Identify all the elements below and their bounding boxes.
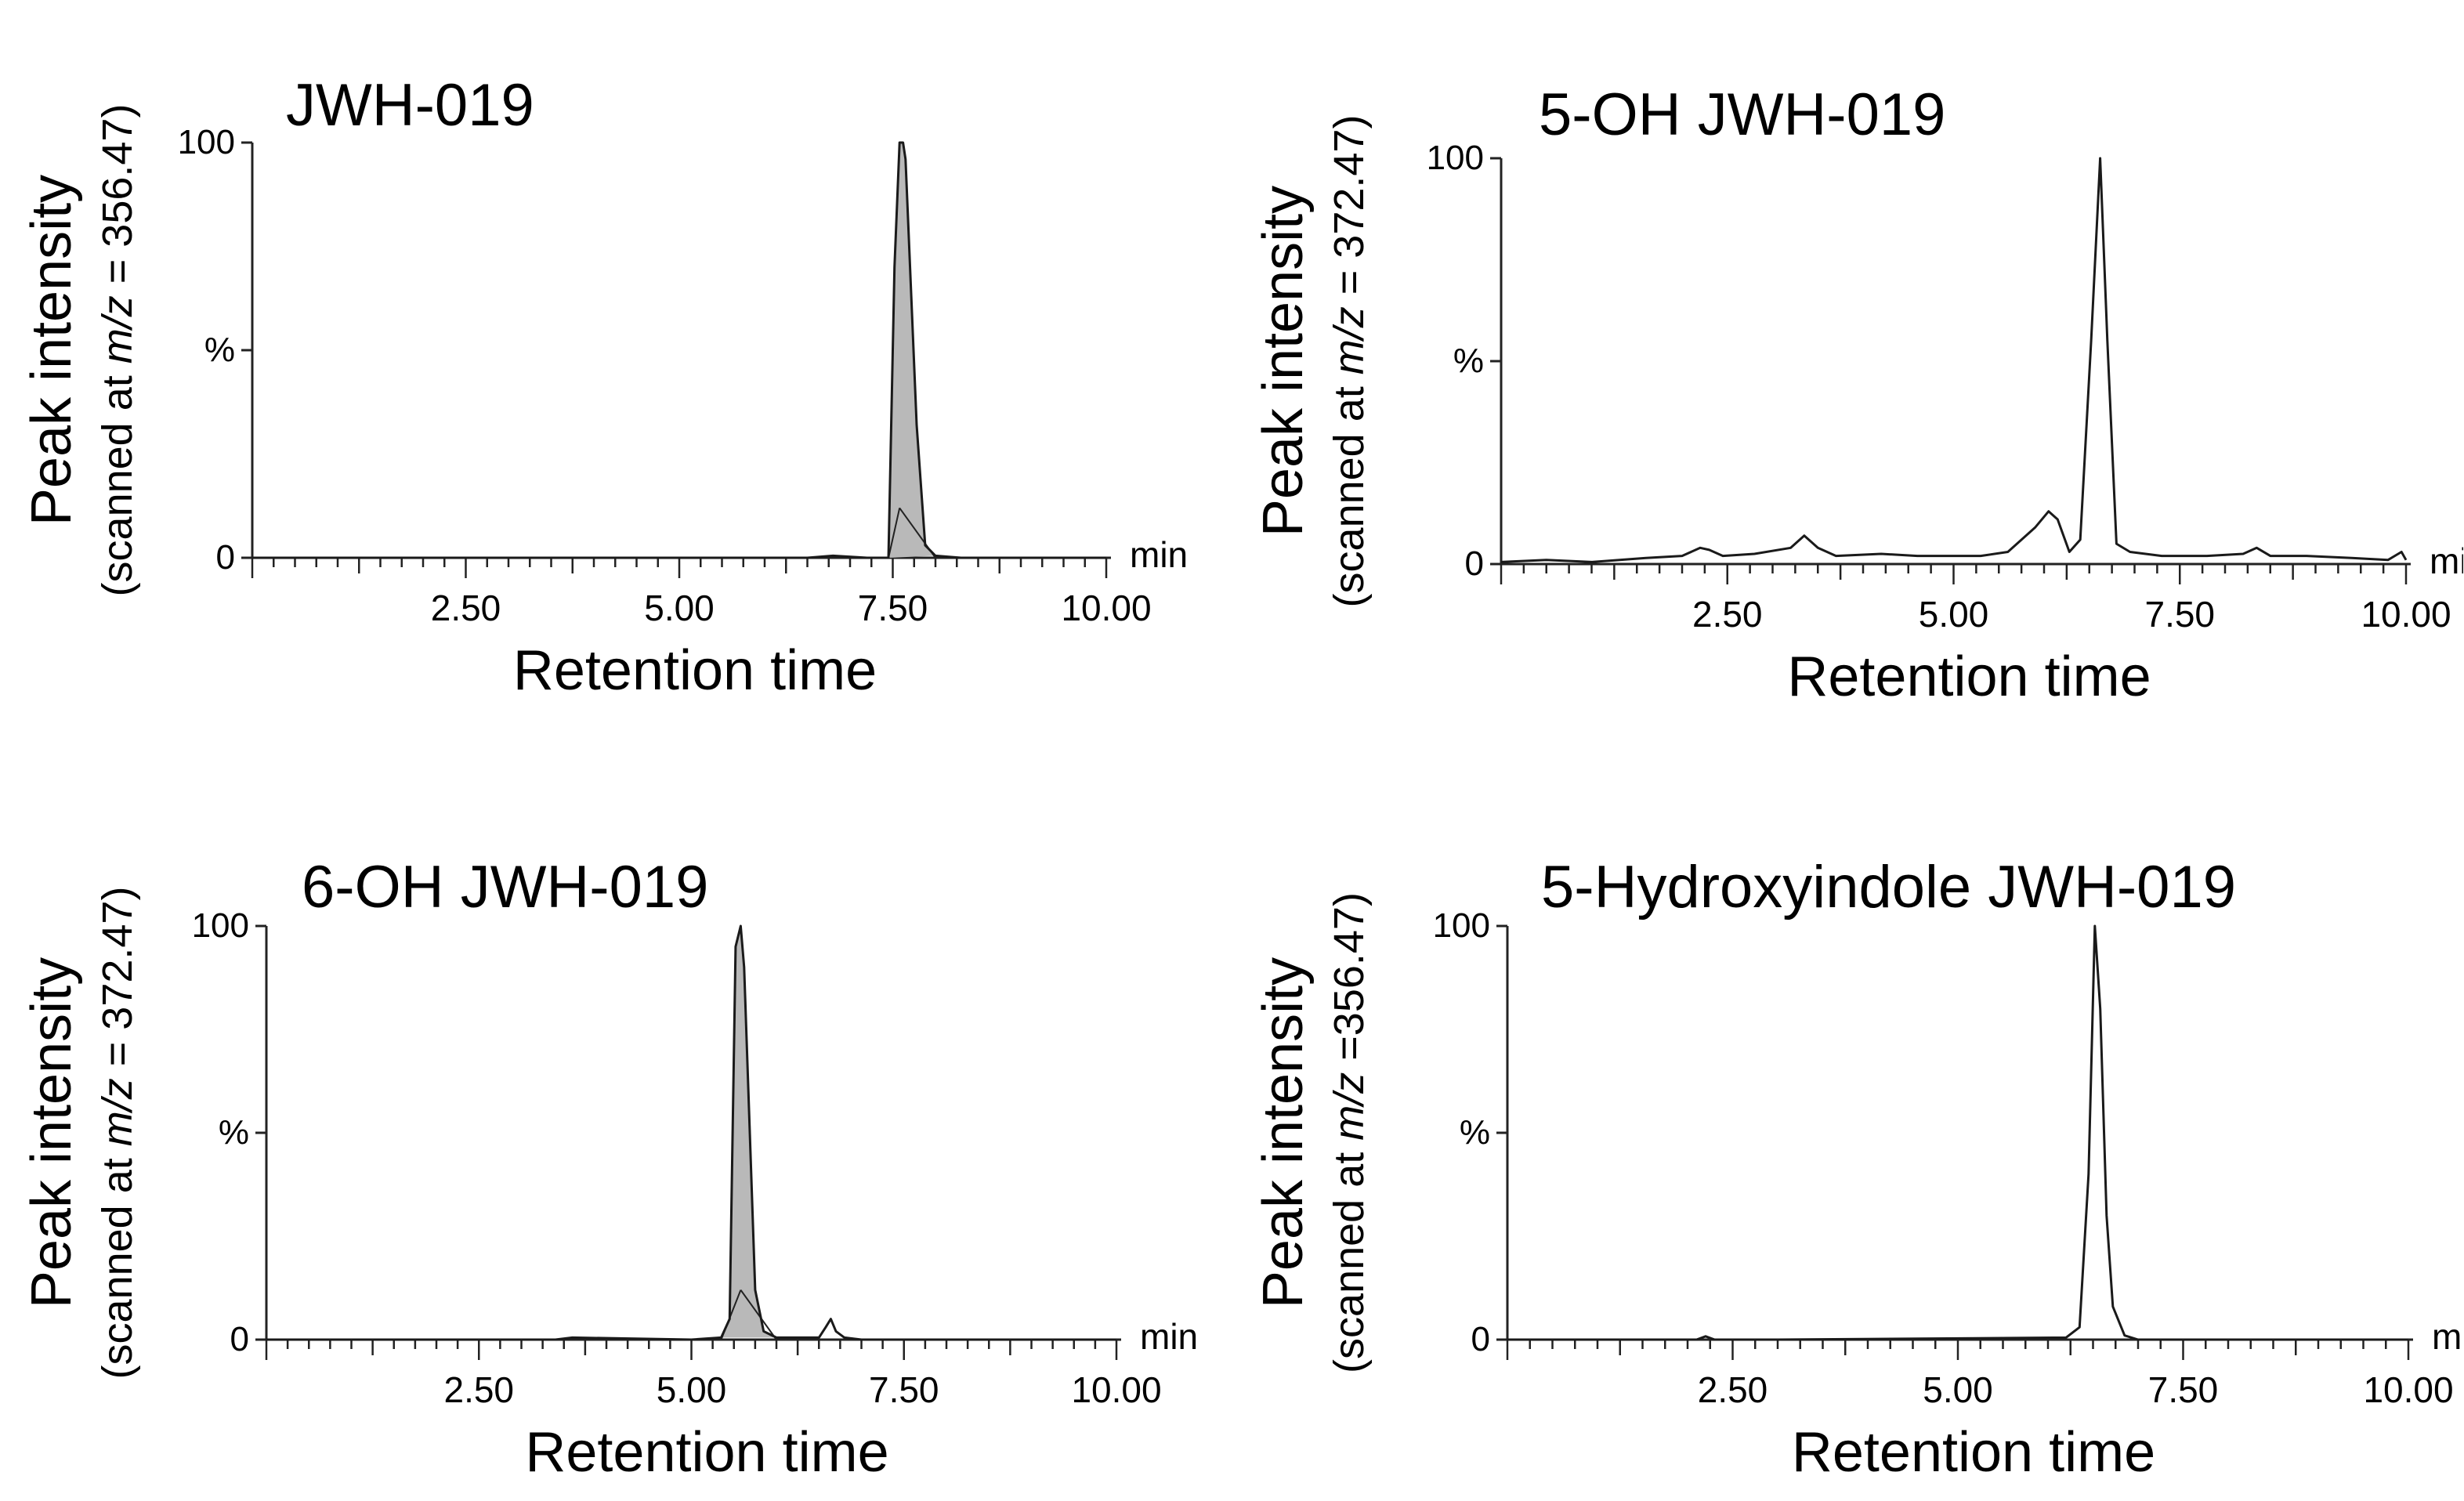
x-tick-label: 5.00 (644, 588, 715, 628)
x-tick-label: 2.50 (443, 1369, 514, 1410)
x-tick-label: 2.50 (1692, 594, 1763, 635)
y-axis-sublabel: (scanned at m/z = 372.47) (94, 887, 141, 1380)
chart-svg: 6-OH JWH-019 Peak intensity (scanned at m/… (20, 854, 1198, 1484)
y-tick-label: % (219, 1113, 249, 1152)
series-line (266, 924, 1116, 1341)
x-tick-label: 7.50 (2144, 594, 2215, 635)
y-axis-sublabel-mz: m/z (94, 295, 141, 363)
chart-panel-jwh-019: JWH-019 Peak intensity (scanned at m/z = 3… (0, 0, 1232, 750)
x-tick-label: 10.00 (2361, 594, 2451, 635)
x-tick-label: 7.50 (869, 1369, 939, 1410)
x-tick-label: 2.50 (431, 588, 501, 628)
series-line (1507, 924, 2408, 1341)
x-axis-label: Retention time (1792, 1421, 2155, 1484)
x-tick-label: 5.00 (657, 1369, 727, 1410)
chart-panel-5-hydroxyindole-jwh-019: 5-Hydroxyindole JWH-019 Peak intensity (sc… (1232, 750, 2463, 1501)
y-axis-sublabel-mz: m/z (1326, 306, 1373, 374)
y-axis-sublabel-prefix: (scanned at (1326, 374, 1373, 607)
y-tick-label: % (1453, 342, 1484, 380)
x-tick-label: 2.50 (1698, 1369, 1768, 1410)
y-axis-sublabel-prefix: (scanned at (94, 363, 141, 596)
x-axis-label: Retention time (525, 1421, 888, 1484)
y-axis-sublabel-suffix: = 356.47) (94, 104, 141, 296)
chart-svg: 5-Hydroxyindole JWH-019 Peak intensity (sc… (1252, 854, 2463, 1484)
y-axis-sublabel-suffix: = 372.47) (1326, 115, 1373, 307)
chart-panel-6-oh-jwh-019: 6-OH JWH-019 Peak intensity (scanned at m/… (0, 750, 1232, 1501)
y-tick-label: 0 (1465, 544, 1484, 583)
y-tick-label: 100 (1427, 139, 1484, 177)
y-axis-sublabel: (scanned at m/z = 356.47) (94, 104, 141, 597)
x-tick-label: 5.00 (1919, 594, 1989, 635)
y-axis-sublabel: (scanned at m/z =356.47) (1326, 892, 1373, 1373)
y-axis-label: Peak intensity (1252, 186, 1315, 537)
y-tick-label: % (1460, 1113, 1490, 1152)
x-axis-unit: min (1130, 534, 1188, 575)
chart-svg: JWH-019 Peak intensity (scanned at m/z = 3… (20, 72, 1188, 702)
x-tick-label: 10.00 (1071, 1369, 1161, 1410)
y-tick-label: % (204, 331, 235, 369)
y-tick-label: 100 (1433, 906, 1490, 945)
x-tick-label: 5.00 (1923, 1369, 1993, 1410)
y-axis-label: Peak intensity (20, 175, 83, 526)
chart-title: JWH-019 (286, 72, 534, 139)
y-tick-label: 100 (178, 123, 235, 161)
x-axis-unit: min (2430, 541, 2463, 581)
x-axis-unit: min (2432, 1316, 2463, 1357)
y-axis-sublabel-mz: m/z (1326, 1072, 1373, 1141)
integration-baseline (888, 508, 901, 559)
y-axis-sublabel: (scanned at m/z = 372.47) (1326, 115, 1373, 608)
y-axis-sublabel-suffix: = 372.47) (94, 887, 141, 1079)
y-axis-sublabel-mz: m/z (94, 1078, 141, 1146)
x-tick-label: 7.50 (2148, 1369, 2219, 1410)
y-axis-sublabel-prefix: (scanned at (1326, 1141, 1373, 1373)
x-tick-label: 10.00 (1061, 588, 1151, 628)
x-axis-label: Retention time (513, 639, 877, 702)
x-tick-label: 10.00 (2363, 1369, 2453, 1410)
chart-title: 6-OH JWH-019 (302, 854, 708, 920)
y-tick-label: 0 (216, 538, 235, 577)
series-line (1500, 157, 2408, 563)
integration-baseline (740, 1289, 777, 1340)
y-tick-label: 0 (1471, 1320, 1490, 1358)
x-tick-label: 7.50 (858, 588, 928, 628)
y-axis-label: Peak intensity (20, 957, 83, 1308)
y-tick-label: 100 (192, 906, 249, 945)
peak-area-fill (888, 143, 935, 558)
y-tick-label: 0 (230, 1320, 249, 1358)
chart-title: 5-OH JWH-019 (1539, 81, 1945, 148)
x-axis-unit: min (1140, 1316, 1198, 1357)
chart-title: 5-Hydroxyindole JWH-019 (1541, 854, 2236, 920)
y-axis-sublabel-suffix: =356.47) (1326, 892, 1373, 1072)
y-axis-label: Peak intensity (1252, 957, 1315, 1308)
y-axis-sublabel-prefix: (scanned at (94, 1146, 141, 1379)
series-line (252, 141, 1106, 559)
chart-svg: 5-OH JWH-019 Peak intensity (scanned at m/… (1252, 81, 2463, 708)
chart-panel-5-oh-jwh-019: 5-OH JWH-019 Peak intensity (scanned at m/… (1232, 0, 2463, 750)
x-axis-label: Retention time (1787, 646, 2151, 708)
